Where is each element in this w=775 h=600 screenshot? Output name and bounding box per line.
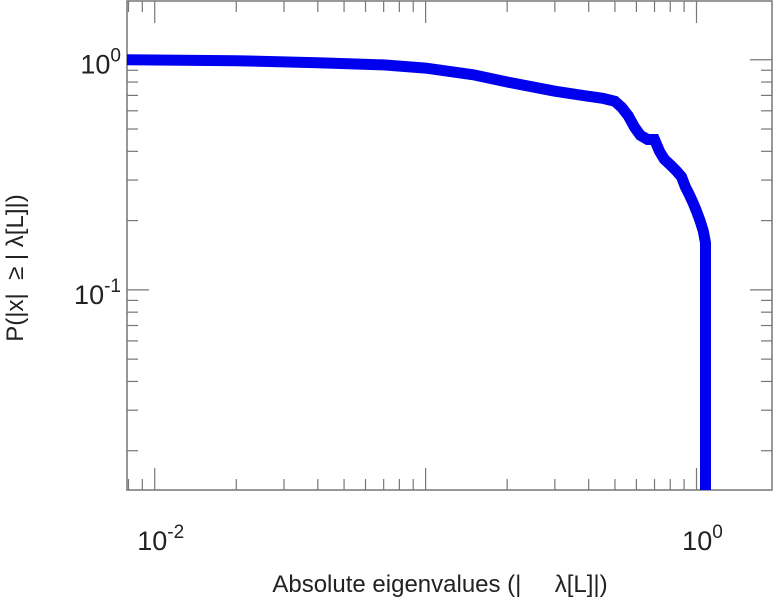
x-tick-labels: 10-2 100 xyxy=(137,522,723,556)
x-tick-label: 10-2 xyxy=(137,522,184,556)
series-line xyxy=(126,54,711,490)
minor-ticks xyxy=(127,1,772,490)
plot-frame xyxy=(126,0,773,491)
y-tick-labels: 10-1 100 xyxy=(74,46,121,310)
x-tick-label: 100 xyxy=(682,522,723,556)
y-tick-label: 10-1 xyxy=(74,276,121,310)
x-axis-label: Absolute eigenvalues (| λ[L]|) xyxy=(272,571,607,598)
y-tick-label: 100 xyxy=(80,46,121,80)
y-axis-label: P(|x| ≥ | λ[L]|) xyxy=(2,194,29,341)
